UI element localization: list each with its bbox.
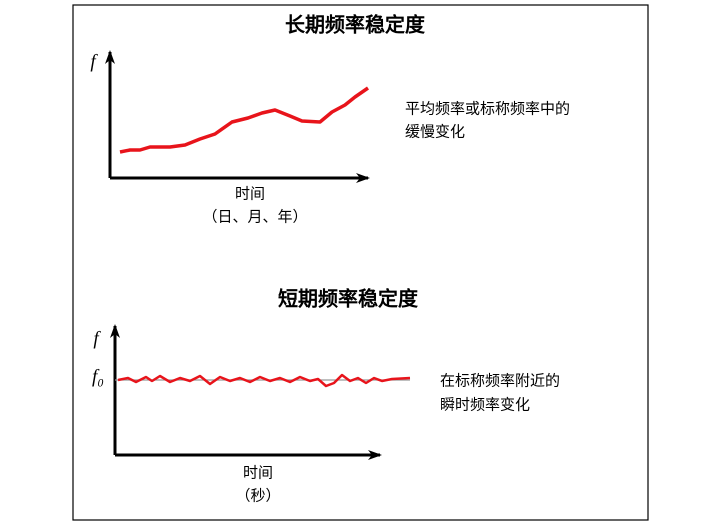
y-axis-label: f <box>93 328 101 349</box>
x-axis-unit: （秒） <box>235 487 280 505</box>
note: 平均频率或标称频率中的 <box>405 100 570 118</box>
note: 缓慢变化 <box>405 123 465 141</box>
frame <box>72 4 649 521</box>
noise-curve <box>117 373 411 388</box>
note: 在标称频率附近的 <box>440 372 560 390</box>
section-title: 长期频率稳定度 <box>285 13 426 37</box>
trend-curve <box>119 86 369 154</box>
x-axis-unit: （日、月、年） <box>202 208 307 226</box>
nominal-label: f₀ <box>92 366 104 387</box>
note: 瞬时频率变化 <box>440 396 530 414</box>
section-title: 短期频率稳定度 <box>278 287 419 311</box>
y-axis-label: f <box>90 51 98 72</box>
x-axis-label: 时间 <box>235 185 265 203</box>
x-axis-label: 时间 <box>243 464 273 482</box>
